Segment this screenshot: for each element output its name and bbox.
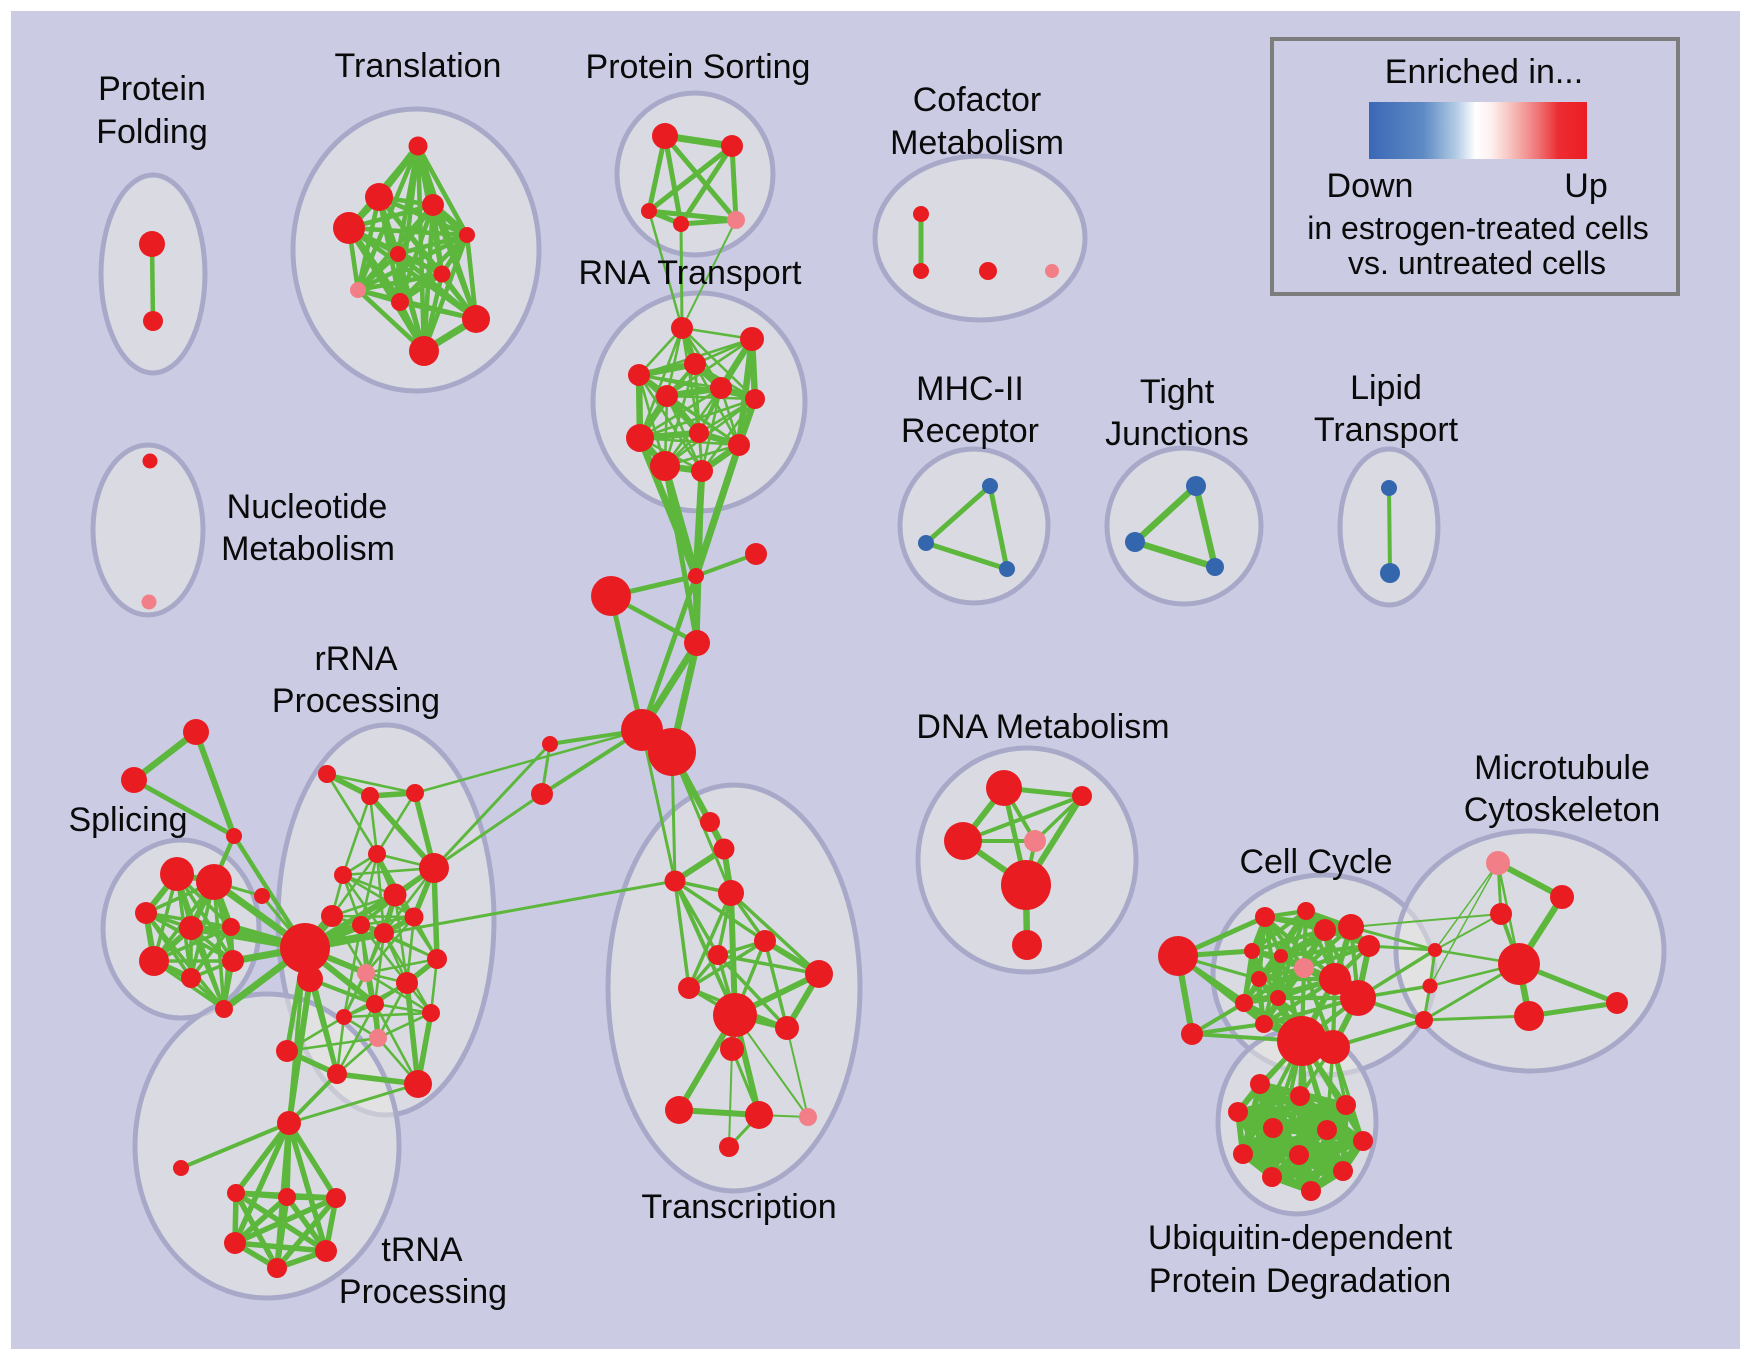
svg-text:Protein Sorting: Protein Sorting (586, 48, 811, 86)
svg-text:MHC-II: MHC-II (916, 370, 1024, 408)
svg-text:Enriched in...: Enriched in... (1385, 53, 1583, 91)
svg-text:Up: Up (1564, 167, 1607, 205)
svg-text:Transport: Transport (1314, 411, 1459, 449)
svg-text:Receptor: Receptor (901, 412, 1039, 450)
svg-text:Splicing: Splicing (68, 801, 187, 839)
svg-text:Junctions: Junctions (1105, 415, 1249, 453)
svg-text:Ubiquitin-dependent: Ubiquitin-dependent (1148, 1219, 1453, 1257)
svg-text:Transcription: Transcription (641, 1188, 836, 1226)
svg-text:Processing: Processing (272, 682, 440, 720)
svg-text:Metabolism: Metabolism (890, 124, 1064, 162)
svg-text:Down: Down (1327, 167, 1414, 205)
svg-text:Cell Cycle: Cell Cycle (1239, 843, 1392, 881)
svg-text:Cytoskeleton: Cytoskeleton (1464, 791, 1661, 829)
svg-text:RNA Transport: RNA Transport (579, 254, 803, 292)
svg-text:Protein Degradation: Protein Degradation (1149, 1262, 1451, 1300)
svg-text:Lipid: Lipid (1350, 369, 1422, 407)
svg-text:Cofactor: Cofactor (913, 81, 1042, 119)
svg-text:Processing: Processing (339, 1273, 507, 1311)
svg-text:Protein: Protein (98, 70, 206, 108)
svg-text:DNA Metabolism: DNA Metabolism (916, 708, 1169, 746)
svg-text:tRNA: tRNA (381, 1231, 463, 1269)
svg-text:in estrogen-treated cells: in estrogen-treated cells (1307, 210, 1649, 246)
svg-text:Metabolism: Metabolism (221, 530, 395, 568)
svg-text:Tight: Tight (1140, 373, 1215, 411)
svg-text:vs. untreated cells: vs. untreated cells (1348, 245, 1606, 281)
svg-text:Translation: Translation (335, 47, 502, 85)
svg-text:Microtubule: Microtubule (1474, 749, 1650, 787)
svg-text:Nucleotide: Nucleotide (227, 488, 388, 526)
svg-text:rRNA: rRNA (314, 640, 397, 678)
svg-text:Folding: Folding (96, 113, 208, 151)
